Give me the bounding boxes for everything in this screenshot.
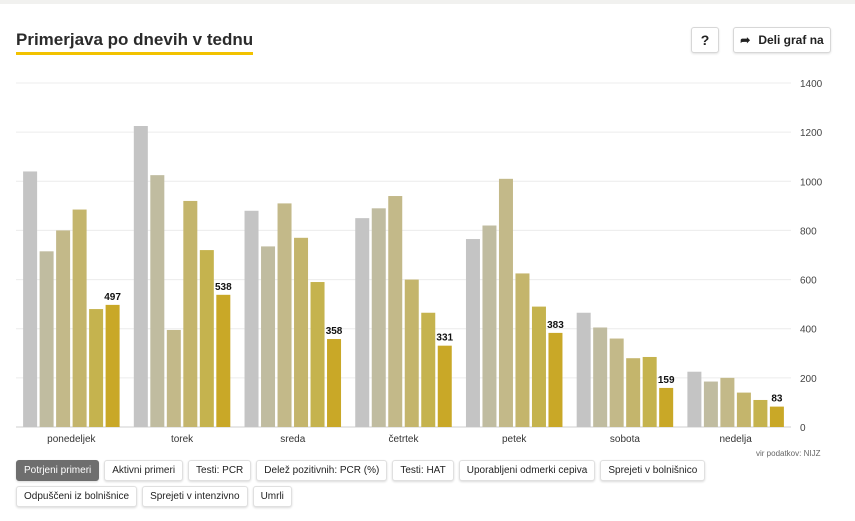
bar <box>327 339 342 427</box>
bar <box>39 251 54 427</box>
weekday-bar-chart: 0 200 400 600 800 1000 1200 1400 497 ponedeljek 53… <box>16 79 823 445</box>
bar <box>294 237 309 427</box>
x-tick-label: petek <box>502 434 527 445</box>
bar <box>388 196 403 427</box>
bar <box>531 306 546 427</box>
bar <box>498 178 513 427</box>
bar <box>216 294 231 427</box>
help-label: ? <box>700 32 710 48</box>
y-tick-label: 0 <box>800 423 806 434</box>
y-tick-label: 1400 <box>800 79 823 90</box>
tab-testi-pcr[interactable]: Testi: PCR <box>188 460 252 481</box>
y-tick-label: 800 <box>800 226 817 237</box>
bar <box>482 225 497 427</box>
bar <box>199 250 214 427</box>
x-tick-label: četrtek <box>388 434 419 445</box>
bar <box>150 175 165 427</box>
bar <box>687 371 702 427</box>
bar <box>244 210 259 427</box>
tab-uporabljeni-odmerki-cepiva[interactable]: Uporabljeni odmerki cepiva <box>458 460 596 481</box>
top-border <box>0 0 855 4</box>
share-arrow-icon: ➦ <box>740 33 751 47</box>
tab-potrjeni-primeri[interactable]: Potrjeni primeri <box>16 460 100 481</box>
bar <box>105 304 120 427</box>
bar <box>548 332 563 427</box>
bar <box>371 208 386 427</box>
bar <box>465 239 480 427</box>
bar <box>609 338 624 427</box>
bar <box>23 171 38 427</box>
bar <box>703 381 718 427</box>
bar <box>626 358 641 427</box>
x-tick-label: nedelja <box>720 434 753 445</box>
bar <box>310 282 325 427</box>
share-label: Deli graf na <box>758 33 824 47</box>
bar <box>736 392 751 427</box>
bar <box>769 406 784 427</box>
data-label: 83 <box>771 394 783 405</box>
x-tick-label: ponedeljek <box>47 434 96 445</box>
y-tick-label: 200 <box>800 374 817 385</box>
bar <box>404 279 419 427</box>
chart-title: Primerjava po dnevih v tednu <box>16 30 254 55</box>
x-tick-label: sobota <box>610 434 640 445</box>
data-label: 538 <box>215 282 232 293</box>
bar <box>593 327 608 427</box>
bar <box>261 246 276 427</box>
tab-aktivni-primeri[interactable]: Aktivni primeri <box>104 460 184 481</box>
tab-odpuščeni-iz-bolnišnice[interactable]: Odpuščeni iz bolnišnice <box>16 486 138 507</box>
bar <box>183 200 198 427</box>
bar <box>133 126 148 427</box>
tab-umrli[interactable]: Umrli <box>252 486 292 507</box>
y-tick-label: 1000 <box>800 177 823 188</box>
bar <box>753 399 768 427</box>
bar <box>72 209 87 427</box>
tab-sprejeti-v-bolnišnico[interactable]: Sprejeti v bolnišnico <box>600 460 706 481</box>
bar <box>166 329 181 427</box>
bar <box>515 273 530 427</box>
tab-sprejeti-v-intenzivno[interactable]: Sprejeti v intenzivno <box>142 486 248 507</box>
y-tick-label: 1200 <box>800 128 823 139</box>
bar <box>89 309 104 427</box>
x-tick-label: sreda <box>280 434 305 445</box>
data-label: 497 <box>104 292 121 303</box>
y-tick-label: 600 <box>800 276 817 287</box>
tab-testi-hat[interactable]: Testi: HAT <box>392 460 454 481</box>
bar <box>421 312 436 427</box>
bar <box>576 312 591 427</box>
data-source: vir podatkov: NIJZ <box>756 449 821 458</box>
bar <box>720 377 735 427</box>
help-button[interactable]: ? <box>691 27 719 53</box>
x-tick-label: torek <box>171 434 194 445</box>
bar <box>659 387 674 427</box>
data-label: 383 <box>547 320 564 331</box>
y-tick-label: 400 <box>800 325 817 336</box>
metric-tabs: Potrjeni primeri Aktivni primeri Testi: PC… <box>16 460 786 507</box>
bar <box>56 230 71 427</box>
data-label: 159 <box>658 375 675 386</box>
bar <box>437 345 452 427</box>
bar <box>277 203 292 427</box>
data-label: 358 <box>326 326 343 337</box>
bar <box>642 356 657 427</box>
bar <box>355 218 370 427</box>
data-label: 331 <box>436 333 453 344</box>
tab-delež-pozitivnih-pcr[interactable]: Delež pozitivnih: PCR (%) <box>256 460 388 481</box>
share-button[interactable]: ➦ Deli graf na <box>733 27 831 53</box>
